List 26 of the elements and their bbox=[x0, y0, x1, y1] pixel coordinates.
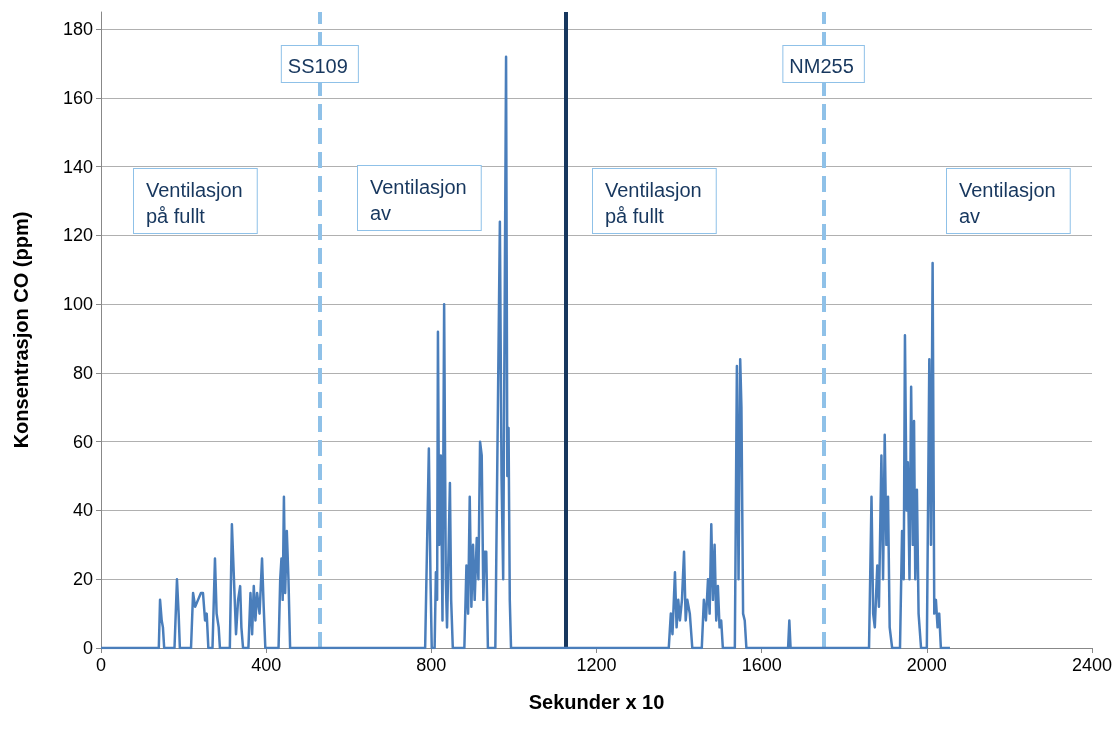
annotation: Ventilasjon på fullt bbox=[146, 179, 243, 227]
x-tick-label: 1200 bbox=[576, 655, 617, 675]
y-tick-label: 80 bbox=[72, 362, 93, 383]
ref-line-label: SS109 bbox=[287, 55, 348, 77]
y-tick-label: 40 bbox=[72, 500, 93, 521]
x-tick-label: 800 bbox=[416, 655, 447, 675]
y-tick-label: 100 bbox=[62, 294, 93, 315]
y-tick-label: 160 bbox=[62, 87, 93, 108]
y-tick-label: 20 bbox=[72, 569, 93, 590]
x-tick-label: 1600 bbox=[741, 655, 782, 675]
y-tick-label: 60 bbox=[72, 431, 93, 452]
y-tick-label: 140 bbox=[62, 156, 93, 177]
y-tick-label: 180 bbox=[62, 19, 93, 40]
y-tick-label: 120 bbox=[62, 225, 93, 246]
line-series bbox=[99, 55, 952, 650]
annotation: Ventilasjon av bbox=[959, 179, 1056, 227]
x-tick-label: 400 bbox=[251, 655, 282, 675]
annotation: Ventilasjon av bbox=[370, 176, 467, 224]
y-axis-title: Konsentrasjon CO (ppm) bbox=[10, 211, 32, 449]
x-tick-label: 2000 bbox=[906, 655, 947, 675]
x-tick-label: 2400 bbox=[1071, 655, 1113, 675]
annotation: Ventilasjon på fullt bbox=[605, 179, 702, 227]
ref-line-label: NM255 bbox=[789, 55, 854, 77]
x-tick-label: 0 bbox=[95, 655, 107, 675]
x-axis-title: Sekunder x 10 bbox=[528, 691, 665, 713]
y-tick-label: 0 bbox=[82, 638, 93, 658]
